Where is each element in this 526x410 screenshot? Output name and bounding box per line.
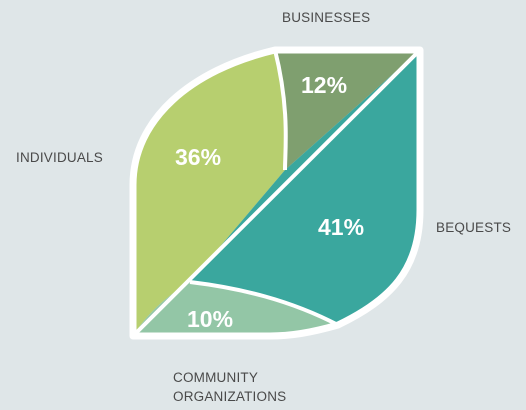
divider-individuals-businesses bbox=[273, 49, 288, 171]
divider-diagonal bbox=[131, 48, 422, 338]
slice-individuals bbox=[133, 50, 286, 336]
label-businesses: BUSINESSES bbox=[282, 10, 371, 25]
pct-label-community: 10% bbox=[187, 306, 233, 332]
label-community-line2: ORGANIZATIONS bbox=[173, 389, 287, 404]
pct-label-businesses: 12% bbox=[301, 72, 347, 98]
label-bequests: BEQUESTS bbox=[436, 220, 512, 235]
leaf-outline bbox=[129, 46, 424, 340]
divider-community-bequests bbox=[189, 280, 339, 327]
pct-label-bequests: 41% bbox=[318, 214, 364, 240]
slice-bequests bbox=[190, 50, 420, 325]
pct-label-individuals: 36% bbox=[175, 144, 221, 170]
slice-businesses bbox=[275, 50, 420, 170]
slice-community-organizations bbox=[133, 282, 338, 336]
label-community-line1: COMMUNITY bbox=[173, 370, 259, 385]
label-individuals: INDIVIDUALS bbox=[16, 150, 103, 165]
